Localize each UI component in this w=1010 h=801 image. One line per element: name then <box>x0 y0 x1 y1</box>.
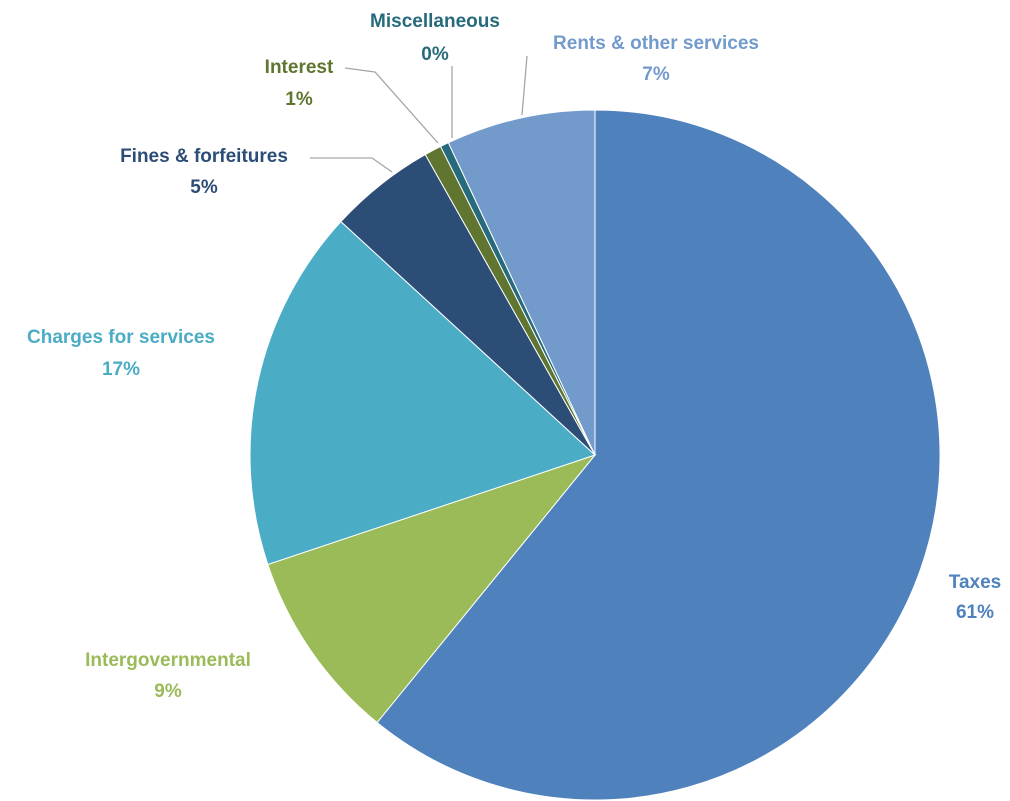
slice-value: 0% <box>421 44 449 65</box>
slice-value: 1% <box>285 89 313 110</box>
slice-value: 9% <box>154 681 182 702</box>
slice-name: Interest <box>265 57 334 78</box>
leader-line <box>344 67 439 144</box>
slice-value: 61% <box>956 602 994 623</box>
leader-line <box>521 55 528 116</box>
slice-value: 7% <box>642 64 670 85</box>
pie <box>249 109 941 801</box>
slice-name: Charges for services <box>27 327 215 348</box>
slice-value: 17% <box>102 359 140 380</box>
pie-slice <box>249 220 596 566</box>
pie-slice <box>447 109 596 456</box>
data-labels: Taxes 61% Intergovernmental 9% Charges for s… <box>27 11 1001 702</box>
pie-slice <box>376 109 941 801</box>
slice-name: Rents & other services <box>553 33 759 54</box>
slice-name: Taxes <box>949 572 1001 593</box>
slice-name: Miscellaneous <box>370 11 500 32</box>
slice-name: Intergovernmental <box>85 650 251 671</box>
slice-value: 5% <box>190 177 218 198</box>
slice-name: Fines & forfeitures <box>120 146 288 167</box>
leader-line <box>310 157 393 173</box>
pie-slice <box>267 453 597 724</box>
